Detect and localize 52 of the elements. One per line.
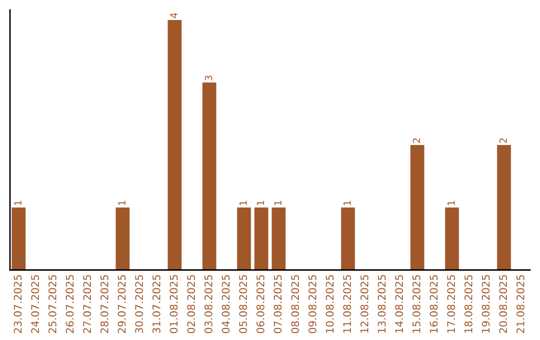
data-label: 3 [204,76,212,80]
x-tick-label: 01.08.2025 [170,275,178,334]
data-label: 1 [240,200,247,206]
x-tick-label: 31.07.2025 [152,275,160,334]
data-label: 1 [256,200,264,206]
bar [254,208,268,270]
data-label: 2 [412,138,420,143]
x-tick-label: 17.08.2025 [447,275,456,333]
x-tick-label: 11.08.2025 [343,275,352,333]
x-tick-label: 08.08.2025 [291,275,300,334]
x-tick-label: 14.08.2025 [395,275,404,333]
x-tick-label: 02.08.2025 [187,275,196,334]
x-tick-label: 09.08.2025 [308,275,316,334]
bar [12,208,26,270]
x-tick-label: 24.07.2025 [31,275,40,334]
x-tick-label: 10.08.2025 [326,275,334,333]
x-tick-label: 15.08.2025 [412,275,420,333]
bar [445,208,459,270]
data-label: 1 [344,200,351,206]
data-label: 4 [170,12,178,18]
bar [410,145,424,270]
x-tick-label: 20.08.2025 [499,275,508,334]
bar [497,145,511,270]
x-tick-label: 04.08.2025 [222,275,230,334]
bar [272,208,286,270]
bar [116,208,130,270]
x-tick-label: 21.08.2025 [516,275,524,334]
x-tick-label: 13.08.2025 [378,275,386,333]
x-tick-label: 23.07.2025 [14,275,22,334]
bar [237,208,251,270]
data-label: 1 [274,200,282,206]
x-tick-label: 12.08.2025 [360,275,368,333]
x-tick-label: 19.08.2025 [482,275,490,333]
data-label: 1 [118,200,126,206]
data-label: 1 [448,200,455,206]
x-tick-label: 16.08.2025 [430,275,438,333]
data-label: 2 [499,138,507,143]
x-tick-label: 05.08.2025 [239,275,248,334]
x-tick-label: 27.07.2025 [83,275,92,334]
x-tick-label: 29.07.2025 [118,275,126,334]
x-tick-label: 03.08.2025 [204,275,212,334]
x-tick-label: 30.07.2025 [135,275,144,334]
bar [341,208,355,270]
x-tick-label: 06.08.2025 [256,275,264,334]
x-tick-label: 26.07.2025 [66,275,74,334]
bar [202,82,216,270]
x-tick-label: 28.07.2025 [100,275,108,334]
x-tick-label: 07.08.2025 [274,275,282,334]
x-tick-label: 25.07.2025 [48,275,56,334]
data-label: 1 [14,200,22,206]
bar [168,20,182,270]
x-tick-label: 18.08.2025 [464,275,472,333]
